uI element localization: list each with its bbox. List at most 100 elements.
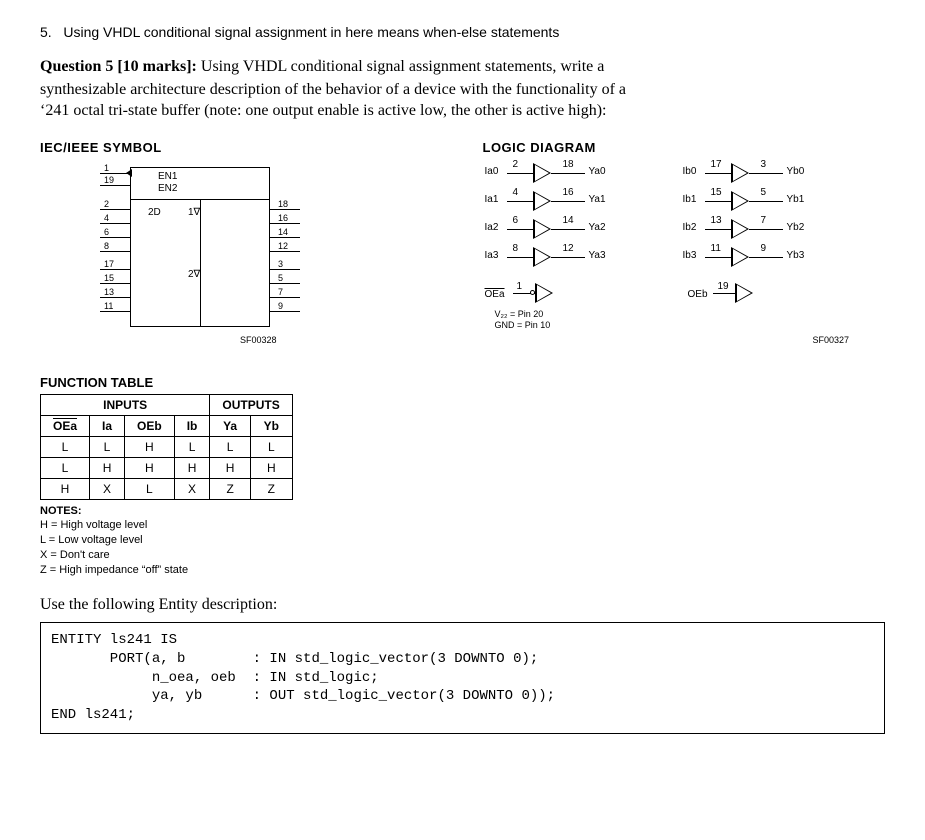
sf-logic: SF00327	[813, 335, 850, 345]
notes-block: NOTES: H = High voltage level L = Low vo…	[40, 504, 885, 578]
ft-cell: H	[210, 457, 250, 478]
question-body: synthesizable architecture description o…	[40, 80, 885, 122]
logic-pin-label: 13	[711, 215, 722, 226]
table-row: LLHLLL	[41, 436, 293, 457]
logic-signal-label: Ia0	[485, 166, 499, 177]
iec-right-pin: 3	[278, 259, 283, 269]
ft-cell: X	[90, 478, 125, 499]
logic-pin-label: 16	[563, 187, 574, 198]
iec-left-pin: 13	[104, 287, 114, 297]
logic-signal-label: Yb0	[787, 166, 805, 177]
gnd-note: GND = Pin 10	[495, 320, 551, 330]
sf-iec: SF00328	[240, 335, 277, 345]
iec-right-pin: 16	[278, 213, 288, 223]
logic-pin-label: 11	[711, 243, 721, 254]
inner-2d: 2D	[148, 207, 161, 218]
iec-right-pin: 9	[278, 301, 283, 311]
question-heading: Question 5 [10 marks]: Using VHDL condit…	[40, 58, 885, 76]
logic-pin-label: 2	[513, 159, 519, 170]
iec-left-pin: 1	[104, 163, 109, 173]
en2-label: EN2	[158, 183, 177, 194]
logic-signal-label: Ib0	[683, 166, 697, 177]
ft-cell: H	[125, 457, 175, 478]
logic-pin-label: 4	[513, 187, 519, 198]
logic-title: LOGIC DIAGRAM	[483, 140, 886, 155]
note-l: L = Low voltage level	[40, 534, 143, 546]
logic-signal-label: Ya3	[589, 250, 606, 261]
iec-title: IEC/IEEE SYMBOL	[40, 140, 443, 155]
intro-text: Using VHDL conditional signal assignment…	[63, 24, 559, 40]
logic-signal-label: Yb1	[787, 194, 805, 205]
ft-cell: Z	[250, 478, 292, 499]
ft-cell: L	[41, 436, 90, 457]
iec-left-pin: 19	[104, 175, 114, 185]
ft-inputs-head: INPUTS	[41, 394, 210, 415]
iec-left-pin: 11	[104, 301, 113, 311]
ft-cell: Z	[210, 478, 250, 499]
table-row: HXLXZZ	[41, 478, 293, 499]
logic-pin-label: 6	[513, 215, 519, 226]
note-z: Z = High impedance “off” state	[40, 564, 188, 576]
table-row: LHHHHH	[41, 457, 293, 478]
ft-cell: L	[250, 436, 292, 457]
use-entity-text: Use the following Entity description:	[40, 596, 885, 614]
iec-right-pin: 7	[278, 287, 283, 297]
logic-signal-label: Ia3	[485, 250, 499, 261]
ft-cell: L	[41, 457, 90, 478]
ft-cell: H	[250, 457, 292, 478]
ft-cell: L	[90, 436, 125, 457]
logic-signal-label: Ib3	[683, 250, 697, 261]
ft-col-head: Ia	[90, 415, 125, 436]
ft-col-head: OEb	[125, 415, 175, 436]
logic-signal-label: Ia2	[485, 222, 499, 233]
iec-column: IEC/IEEE SYMBOL EN1 EN2 119246817151311 …	[40, 140, 443, 361]
ft-col-head: OEa	[41, 415, 90, 436]
notes-title: NOTES:	[40, 505, 82, 517]
oeb-label: OEb	[688, 289, 708, 300]
iec-left-pin: 15	[104, 273, 114, 283]
ft-cell: L	[210, 436, 250, 457]
logic-pin-label: 7	[761, 215, 767, 226]
question-line2: synthesizable architecture description o…	[40, 81, 626, 98]
ft-cell: L	[125, 478, 175, 499]
question-line3: ‘241 octal tri-state buffer (note: one o…	[40, 102, 606, 119]
logic-signal-label: Ia1	[485, 194, 499, 205]
logic-signal-label: Ya1	[589, 194, 606, 205]
logic-signal-label: Ib2	[683, 222, 697, 233]
intro-line: 5. Using VHDL conditional signal assignm…	[40, 24, 885, 40]
en1-label: EN1	[158, 171, 177, 182]
ft-col-head: Ya	[210, 415, 250, 436]
logic-signal-label: Yb2	[787, 222, 805, 233]
ft-cell: L	[174, 436, 210, 457]
ft-cell: X	[174, 478, 210, 499]
iec-right-pin: 14	[278, 227, 288, 237]
logic-pin-label: 12	[563, 243, 574, 254]
logic-pin-label: 18	[563, 159, 574, 170]
logic-pin-label: 15	[711, 187, 722, 198]
vcc-note: V₂₂ = Pin 20	[495, 309, 544, 319]
logic-signal-label: Ya0	[589, 166, 606, 177]
logic-pin-label: 17	[711, 159, 722, 170]
ft-cell: H	[125, 436, 175, 457]
ft-col-head: Ib	[174, 415, 210, 436]
iec-left-pin: 6	[104, 227, 109, 237]
logic-signal-label: Ya2	[589, 222, 606, 233]
ft-col-head: Yb	[250, 415, 292, 436]
logic-pin-label: 14	[563, 215, 574, 226]
ft-cell: H	[174, 457, 210, 478]
logic-pin-label: 9	[761, 243, 767, 254]
logic-pin-label: 5	[761, 187, 767, 198]
logic-column: LOGIC DIAGRAM Ia0 2 18 Ya0 Ia1 4 16 Ya1 Ia2 6 14 Ya…	[483, 140, 886, 361]
logic-pin-label: 3	[761, 159, 767, 170]
iec-left-pin: 8	[104, 241, 109, 251]
iec-left-pin: 2	[104, 199, 109, 209]
one-inv: 1∇	[188, 207, 200, 218]
iec-symbol: EN1 EN2 119246817151311 181614123579 2D …	[40, 161, 443, 361]
question-line1: Using VHDL conditional signal assignment…	[201, 58, 605, 75]
function-table: INPUTS OUTPUTS OEaIaOEbIbYaYb LLHLLLLHHH…	[40, 394, 293, 500]
oea-label: OEa	[485, 289, 505, 300]
entity-code-box: ENTITY ls241 IS PORT(a, b : IN std_logic…	[40, 622, 885, 734]
ft-cell: H	[41, 478, 90, 499]
logic-signal-label: Ib1	[683, 194, 697, 205]
iec-left-pin: 4	[104, 213, 109, 223]
